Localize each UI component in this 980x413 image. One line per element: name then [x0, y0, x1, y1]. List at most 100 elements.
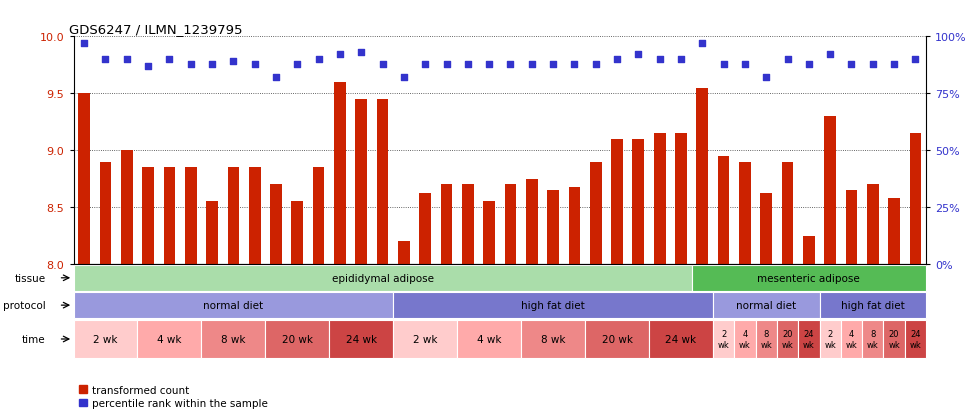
Point [822, 52, 838, 59]
Bar [100, 162, 112, 264]
Text: normal diet: normal diet [203, 300, 264, 311]
Bar [888, 199, 900, 264]
Point [374, 61, 390, 68]
Point [225, 59, 241, 66]
Text: mesenteric adipose: mesenteric adipose [758, 273, 860, 283]
Bar [760, 194, 772, 264]
Text: protocol: protocol [3, 300, 46, 311]
Bar [632, 140, 644, 264]
Bar [612, 140, 623, 264]
Point [98, 57, 114, 63]
Point [673, 57, 689, 63]
Bar [909, 134, 921, 264]
FancyBboxPatch shape [841, 320, 862, 358]
Text: 8 wk: 8 wk [541, 334, 565, 344]
Point [610, 57, 625, 63]
Bar [142, 168, 154, 264]
Point [76, 41, 92, 47]
Text: 20
wk: 20 wk [888, 330, 900, 349]
Bar [313, 168, 324, 264]
Bar [526, 179, 538, 264]
FancyBboxPatch shape [329, 320, 393, 358]
FancyBboxPatch shape [201, 320, 266, 358]
Bar [227, 168, 239, 264]
Bar [185, 168, 197, 264]
FancyBboxPatch shape [756, 320, 777, 358]
Point [524, 61, 540, 68]
Text: normal diet: normal diet [736, 300, 797, 311]
Bar [291, 202, 303, 264]
FancyBboxPatch shape [862, 320, 884, 358]
Point [269, 75, 284, 81]
Point [695, 41, 710, 47]
Point [417, 61, 433, 68]
Bar [846, 191, 858, 264]
FancyBboxPatch shape [266, 320, 329, 358]
Text: time: time [23, 334, 46, 344]
Point [759, 75, 774, 81]
Text: 20 wk: 20 wk [602, 334, 632, 344]
Text: 20 wk: 20 wk [282, 334, 313, 344]
FancyBboxPatch shape [884, 320, 905, 358]
Text: GDS6247 / ILMN_1239795: GDS6247 / ILMN_1239795 [70, 23, 243, 36]
Text: 4 wk: 4 wk [157, 334, 181, 344]
Point [311, 57, 326, 63]
Point [737, 61, 753, 68]
Text: 8
wk: 8 wk [760, 330, 772, 349]
FancyBboxPatch shape [905, 320, 926, 358]
Bar [568, 187, 580, 264]
Bar [356, 100, 368, 264]
FancyBboxPatch shape [137, 320, 201, 358]
Text: high fat diet: high fat diet [841, 300, 905, 311]
Text: 2 wk: 2 wk [93, 334, 118, 344]
Point [566, 61, 582, 68]
Text: 4 wk: 4 wk [477, 334, 502, 344]
Bar [803, 236, 814, 264]
Bar [483, 202, 495, 264]
Text: 24
wk: 24 wk [909, 330, 921, 349]
FancyBboxPatch shape [457, 320, 521, 358]
Point [503, 61, 518, 68]
Bar [270, 185, 282, 264]
Bar [717, 157, 729, 264]
FancyBboxPatch shape [521, 320, 585, 358]
FancyBboxPatch shape [649, 320, 712, 358]
Bar [675, 134, 687, 264]
Bar [739, 162, 751, 264]
Point [183, 61, 199, 68]
Text: 8
wk: 8 wk [867, 330, 879, 349]
Text: epididymal adipose: epididymal adipose [331, 273, 433, 283]
Point [289, 61, 305, 68]
Point [844, 61, 859, 68]
Bar [249, 168, 261, 264]
Point [119, 57, 134, 63]
Text: 2 wk: 2 wk [413, 334, 437, 344]
Bar [334, 83, 346, 264]
Point [460, 61, 475, 68]
FancyBboxPatch shape [393, 320, 457, 358]
Bar [164, 168, 175, 264]
Bar [398, 242, 410, 264]
Bar [505, 185, 516, 264]
Text: 2
wk: 2 wk [717, 330, 729, 349]
Point [545, 61, 561, 68]
Text: tissue: tissue [15, 273, 46, 283]
FancyBboxPatch shape [734, 320, 756, 358]
Text: high fat diet: high fat diet [521, 300, 585, 311]
Point [652, 57, 667, 63]
Legend: transformed count, percentile rank within the sample: transformed count, percentile rank withi… [78, 385, 269, 408]
FancyBboxPatch shape [393, 292, 712, 318]
Point [247, 61, 263, 68]
Point [162, 57, 177, 63]
FancyBboxPatch shape [692, 265, 926, 291]
FancyBboxPatch shape [712, 320, 734, 358]
Bar [782, 162, 794, 264]
Bar [206, 202, 218, 264]
FancyBboxPatch shape [819, 292, 926, 318]
Point [801, 61, 816, 68]
Text: 4
wk: 4 wk [846, 330, 858, 349]
Text: 24 wk: 24 wk [665, 334, 697, 344]
Text: 24 wk: 24 wk [346, 334, 377, 344]
FancyBboxPatch shape [819, 320, 841, 358]
Point [396, 75, 412, 81]
